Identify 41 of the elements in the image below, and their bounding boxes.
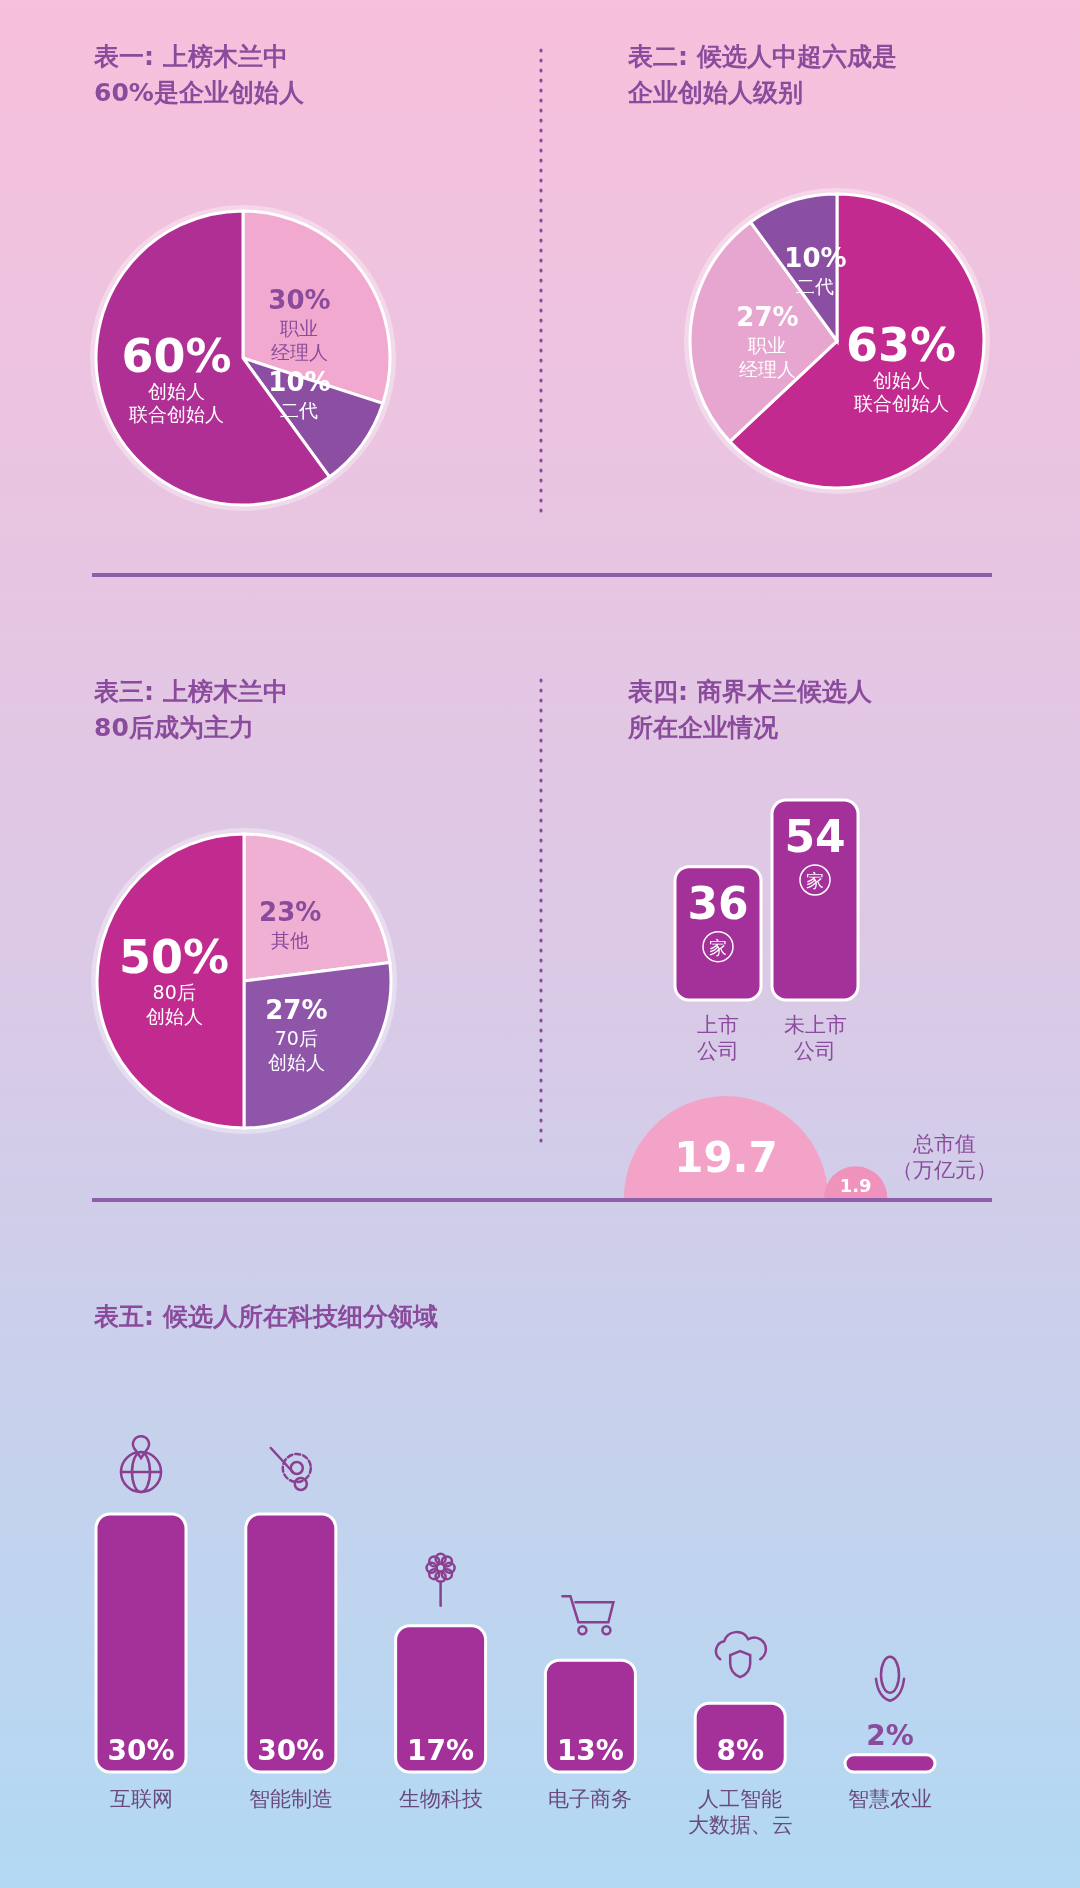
data-label: 13% xyxy=(556,1734,624,1767)
data-label: 1.9 xyxy=(839,1175,872,1196)
chart-title: 表五: 候选人所在科技细分领域 xyxy=(93,1302,438,1331)
data-label: 23% xyxy=(259,896,322,927)
data-label: 19.7 xyxy=(674,1133,778,1182)
data-label: 17% xyxy=(407,1734,475,1767)
annotation: 家 xyxy=(806,870,824,891)
data-label: 30% xyxy=(107,1734,175,1767)
data-label: 27% xyxy=(265,995,328,1026)
slice-label: 职业经理人 xyxy=(738,334,796,381)
x-tick-label: 电子商务 xyxy=(548,1787,633,1811)
bar xyxy=(843,1753,937,1774)
text: 总市值（万亿元） xyxy=(891,1132,997,1183)
annotation: 家 xyxy=(709,936,727,958)
bar xyxy=(94,1512,188,1774)
data-label: 8% xyxy=(716,1734,764,1767)
data-label: 30% xyxy=(268,284,331,315)
data-label: 2% xyxy=(866,1718,914,1752)
bar xyxy=(244,1512,338,1774)
x-tick-label: 人工智能大数据、云 xyxy=(687,1787,793,1838)
x-tick-label: 生物科技 xyxy=(398,1787,483,1811)
x-tick-label: 未上市公司 xyxy=(783,1013,847,1064)
x-tick-label: 上市公司 xyxy=(697,1013,739,1064)
data-label: 27% xyxy=(736,302,799,333)
x-tick-label: 智能制造 xyxy=(248,1787,333,1811)
x-tick-label: 智慧农业 xyxy=(848,1787,932,1811)
chart-title: 表三: 上榜木兰中80后成为主力 xyxy=(93,677,288,743)
chart-title: 表一: 上榜木兰中60%是企业创始人 xyxy=(93,42,305,108)
data-label: 54 xyxy=(784,811,846,862)
slice-label: 职业经理人 xyxy=(270,316,328,363)
slice-label: 70后创始人 xyxy=(267,1027,325,1073)
slice-label: 其他 xyxy=(271,928,310,951)
chart-title: 表二: 候选人中超六成是企业创始人级别 xyxy=(627,42,897,108)
bar xyxy=(394,1624,488,1774)
x-tick-label: 互联网 xyxy=(109,1787,173,1811)
data-label: 30% xyxy=(257,1734,325,1767)
data-label: 50% xyxy=(119,930,230,984)
slice-label: 80后创始人 xyxy=(145,981,203,1027)
bar xyxy=(543,1658,637,1774)
chart-title: 表四: 商界木兰候选人所在企业情况 xyxy=(627,677,873,743)
data-label: 36 xyxy=(687,877,749,929)
